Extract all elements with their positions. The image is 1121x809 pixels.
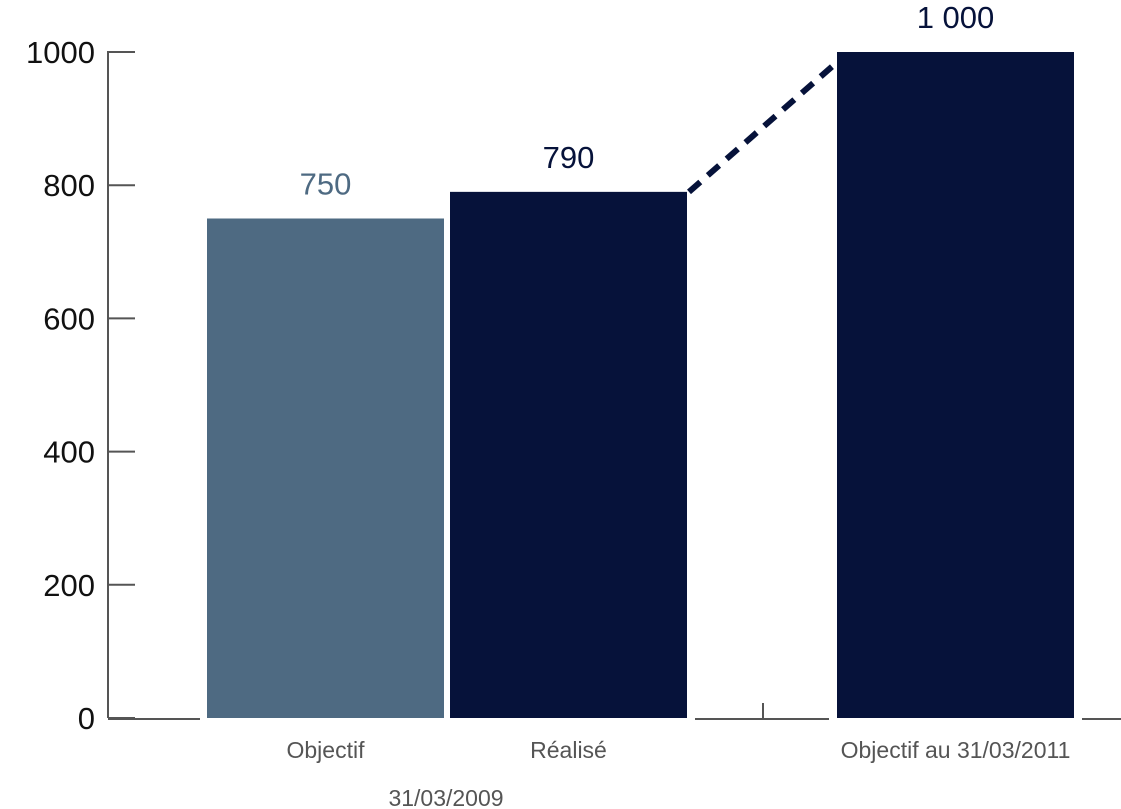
y-tick-label: 600 <box>43 301 95 336</box>
y-axis: 0 200 400 600 800 1000 <box>26 35 135 736</box>
bar <box>450 191 687 719</box>
bar <box>207 218 444 718</box>
category-label: Objectif <box>287 737 366 763</box>
group-label: 31/03/2009 <box>388 785 503 809</box>
bar <box>837 52 1074 718</box>
y-tick-label: 200 <box>43 568 95 603</box>
bars <box>207 52 1074 719</box>
value-label: 1 000 <box>917 0 995 35</box>
dashed-connector <box>687 61 837 195</box>
y-tick-label: 800 <box>43 168 95 203</box>
category-label: Objectif au 31/03/2011 <box>841 737 1071 763</box>
value-label: 750 <box>300 167 352 202</box>
y-tick-label: 1000 <box>26 35 95 70</box>
value-label: 790 <box>543 140 595 175</box>
baseline <box>108 703 1121 720</box>
y-tick-label: 400 <box>43 435 95 470</box>
labels: 750 Objectif 790 Réalisé 1 000 Objectif au 31… <box>287 0 1071 763</box>
category-label: Réalisé <box>530 737 607 763</box>
y-tick-label: 0 <box>78 701 95 736</box>
